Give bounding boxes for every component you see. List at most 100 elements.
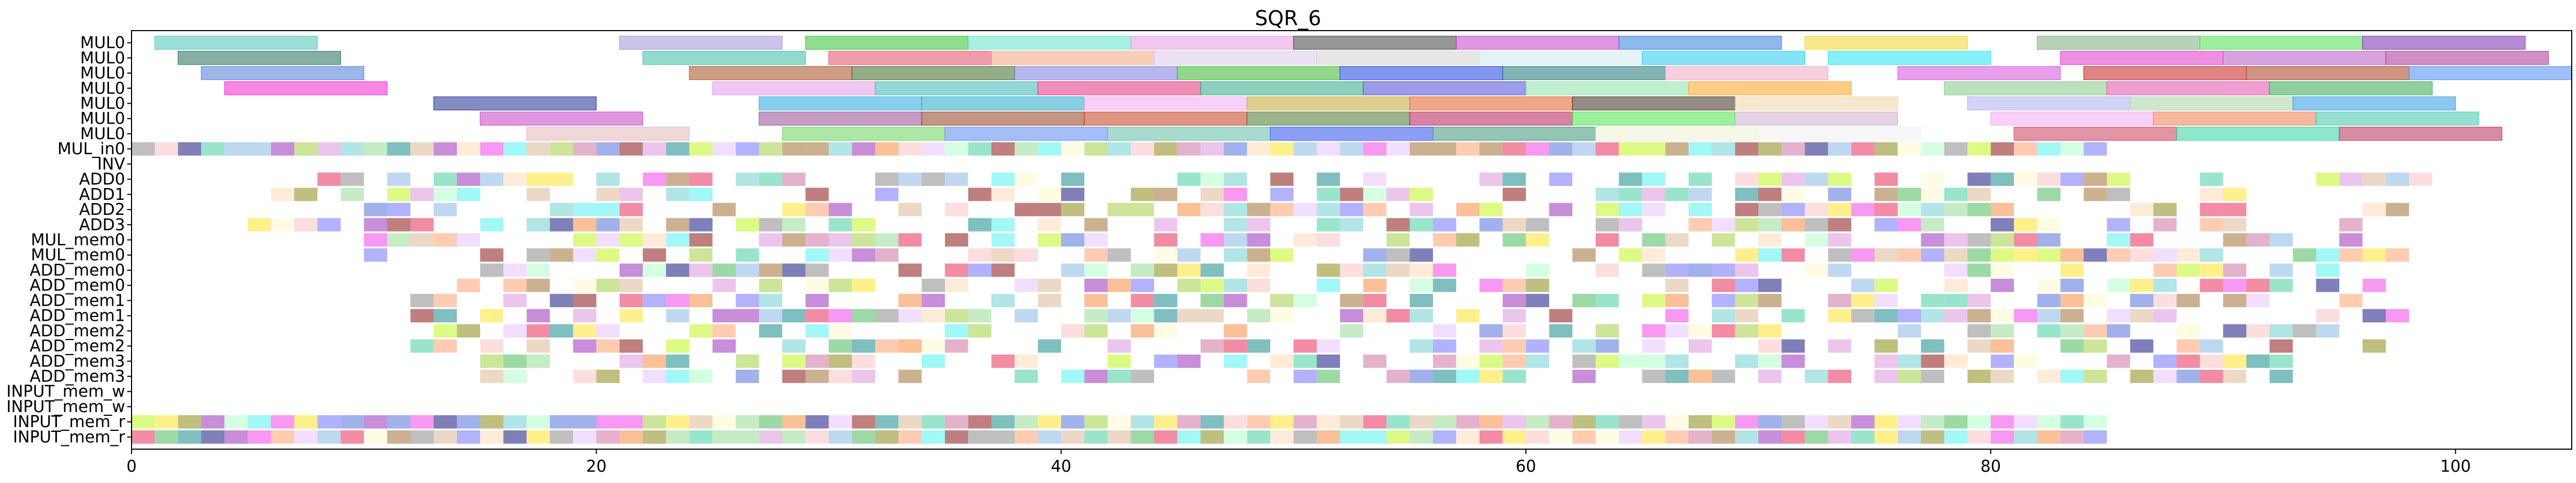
gantt-bar bbox=[1990, 263, 2014, 277]
gantt-bar bbox=[620, 293, 643, 307]
gantt-bar bbox=[1804, 370, 1828, 383]
gantt-bar bbox=[828, 51, 992, 65]
gantt-bar bbox=[1990, 203, 2014, 217]
gantt-bar bbox=[1642, 51, 1806, 65]
gantt-bar bbox=[1177, 415, 1201, 429]
gantt-bar bbox=[2060, 278, 2084, 292]
gantt-bar bbox=[712, 203, 736, 217]
gantt-bar bbox=[1433, 430, 1457, 444]
gantt-bar bbox=[852, 142, 876, 156]
gantt-bar bbox=[480, 218, 504, 232]
gantt-bar bbox=[991, 172, 1015, 186]
gantt-bar bbox=[1316, 278, 1340, 292]
gantt-bar bbox=[782, 430, 806, 444]
gantt-bar bbox=[387, 142, 411, 156]
gantt-bar bbox=[991, 430, 1015, 444]
gantt-bar bbox=[1014, 354, 1038, 368]
gantt-bar bbox=[1154, 142, 1177, 156]
gantt-bar bbox=[620, 354, 643, 368]
gantt-bar bbox=[1619, 430, 1642, 444]
gantt-bar bbox=[1944, 248, 1968, 262]
gantt-bar bbox=[1456, 309, 1480, 323]
gantt-bar bbox=[480, 263, 504, 277]
gantt-bar bbox=[1363, 81, 1526, 96]
gantt-bar bbox=[1921, 172, 1945, 186]
gantt-bar bbox=[457, 430, 481, 444]
gantt-bar bbox=[875, 188, 899, 201]
gantt-bar bbox=[457, 415, 481, 429]
gantt-bar bbox=[1247, 142, 1270, 156]
gantt-bar bbox=[526, 263, 550, 277]
gantt-bar bbox=[596, 324, 620, 338]
gantt-bar bbox=[1293, 370, 1317, 383]
gantt-bar bbox=[433, 430, 457, 444]
gantt-bar bbox=[1665, 188, 1689, 201]
gantt-bar bbox=[898, 430, 922, 444]
gantt-bar bbox=[1526, 218, 1549, 232]
gantt-bar bbox=[480, 142, 504, 156]
gantt-bar bbox=[782, 339, 806, 353]
gantt-bar bbox=[1735, 263, 1758, 277]
gantt-bar bbox=[1758, 203, 1782, 217]
gantt-bar bbox=[526, 188, 550, 201]
gantt-bar bbox=[1409, 218, 1433, 232]
gantt-bar bbox=[1874, 293, 1898, 307]
gantt-bar bbox=[828, 430, 852, 444]
gantt-bar bbox=[1874, 339, 1898, 353]
gantt-bar bbox=[921, 415, 945, 429]
y-tick-label: INPUT_mem_w bbox=[6, 383, 125, 401]
gantt-bar bbox=[1572, 142, 1596, 156]
gantt-bar bbox=[2246, 278, 2270, 292]
gantt-bar bbox=[1108, 370, 1131, 383]
gantt-bar bbox=[1386, 188, 1410, 201]
gantt-bar bbox=[1131, 370, 1154, 383]
gantt-bar bbox=[1433, 370, 1457, 383]
gantt-bar bbox=[271, 415, 294, 429]
gantt-bar bbox=[2130, 293, 2153, 307]
gantt-bar bbox=[2153, 309, 2177, 323]
gantt-bar bbox=[1502, 354, 1526, 368]
gantt-bar bbox=[433, 96, 597, 111]
gantt-bar bbox=[1944, 309, 1968, 323]
gantt-bar bbox=[828, 339, 852, 353]
x-tick-label: 60 bbox=[1516, 457, 1536, 476]
gantt-bar bbox=[2153, 278, 2177, 292]
gantt-bar bbox=[967, 35, 1131, 50]
gantt-bar bbox=[921, 278, 945, 292]
gantt-bar bbox=[1107, 127, 1271, 141]
gantt-bar bbox=[1735, 188, 1758, 201]
gantt-bar bbox=[573, 233, 596, 247]
gantt-bar bbox=[1200, 203, 1224, 217]
gantt-bar bbox=[1665, 293, 1689, 307]
gantt-bar bbox=[2037, 172, 2061, 186]
gantt-bar bbox=[248, 142, 271, 156]
gantt-bar bbox=[620, 309, 643, 323]
gantt-bar bbox=[2223, 354, 2246, 368]
gantt-bar bbox=[875, 248, 899, 262]
gantt-bar bbox=[433, 339, 457, 353]
gantt-bar bbox=[921, 111, 1085, 126]
gantt-bar bbox=[1642, 324, 1665, 338]
gantt-bar bbox=[2223, 324, 2246, 338]
gantt-bar bbox=[433, 233, 457, 247]
gantt-bar bbox=[224, 430, 248, 444]
gantt-bar bbox=[1409, 263, 1433, 277]
gantt-bar bbox=[1874, 188, 1898, 201]
gantt-bar bbox=[1154, 293, 1177, 307]
gantt-bar bbox=[1479, 339, 1503, 353]
gantt-bar bbox=[503, 142, 527, 156]
gantt-bar bbox=[2037, 370, 2061, 383]
gantt-bar bbox=[1316, 354, 1340, 368]
gantt-bar bbox=[2014, 415, 2037, 429]
gantt-bar bbox=[1596, 233, 1619, 247]
y-tick-label: MUL0 bbox=[80, 34, 125, 53]
gantt-bar bbox=[1758, 278, 1782, 292]
gantt-bar bbox=[1897, 430, 1921, 444]
gantt-bar bbox=[945, 430, 969, 444]
gantt-bar bbox=[945, 339, 969, 353]
gantt-bar bbox=[944, 127, 1108, 141]
gantt-bar bbox=[1177, 278, 1201, 292]
gantt-bar bbox=[1689, 172, 1712, 186]
gantt-bar bbox=[1967, 309, 1991, 323]
gantt-bar bbox=[968, 430, 992, 444]
